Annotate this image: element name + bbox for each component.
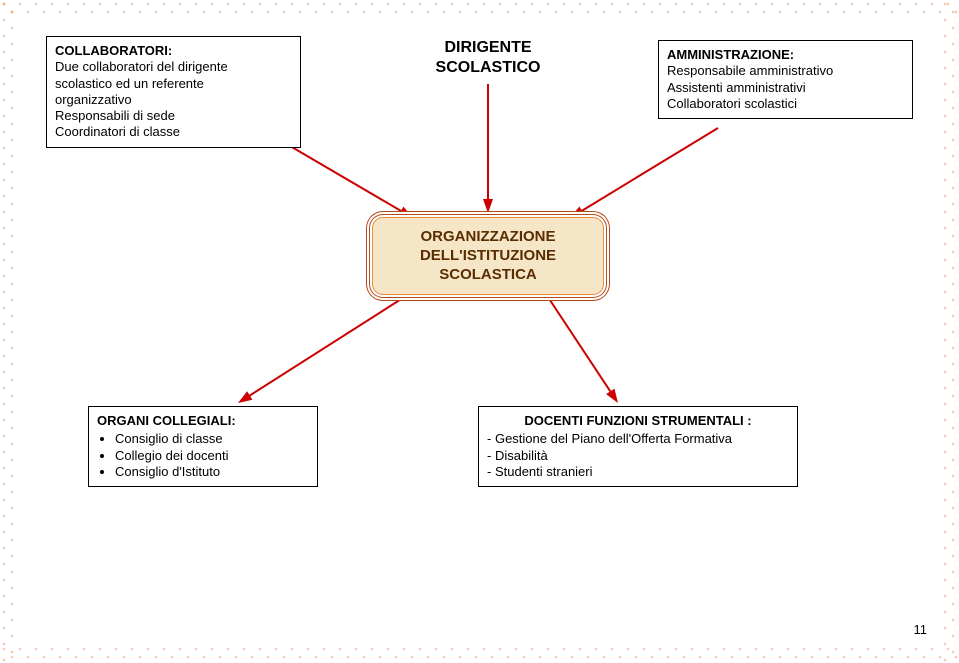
box-dirigente: DIRIGENTE SCOLASTICO <box>408 32 568 84</box>
diagram-stage: DIRIGENTE SCOLASTICO COLLABORATORI: Due … <box>18 18 941 645</box>
page-number: 11 <box>914 622 928 637</box>
page-border-left <box>0 0 18 663</box>
dirigente-line2: SCOLASTICO <box>416 58 560 78</box>
organi-item: Consiglio di classe <box>115 431 309 447</box>
box-collaboratori: COLLABORATORI: Due collaboratori del dir… <box>46 36 301 148</box>
amministrazione-line: Assistenti amministrativi <box>667 80 904 96</box>
organi-item: Consiglio d'Istituto <box>115 464 309 480</box>
organi-title: ORGANI COLLEGIALI: <box>97 413 309 429</box>
page-border-right <box>941 0 959 663</box>
organi-item: Collegio dei docenti <box>115 448 309 464</box>
page-border-bottom <box>0 645 959 663</box>
collaboratori-line: organizzativo <box>55 92 292 108</box>
collaboratori-line: Coordinatori di classe <box>55 124 292 140</box>
amministrazione-line: Collaboratori scolastici <box>667 96 904 112</box>
amministrazione-line: Responsabile amministrativo <box>667 63 904 79</box>
center-line3: SCOLASTICA <box>387 266 589 285</box>
docenti-item: Gestione del Piano dell'Offerta Formativ… <box>487 431 789 447</box>
page-border-top <box>0 0 959 18</box>
box-center-organizzazione: ORGANIZZAZIONE DELL'ISTITUZIONE SCOLASTI… <box>373 218 603 294</box>
collaboratori-line: Due collaboratori del dirigente <box>55 59 292 75</box>
center-line1: ORGANIZZAZIONE <box>387 228 589 247</box>
amministrazione-title: AMMINISTRAZIONE: <box>667 47 904 63</box>
docenti-list: Gestione del Piano dell'Offerta Formativ… <box>487 431 789 480</box>
docenti-item: Disabilità <box>487 448 789 464</box>
collaboratori-line: scolastico ed un referente <box>55 76 292 92</box>
docenti-item: Studenti stranieri <box>487 464 789 480</box>
collaboratori-title: COLLABORATORI: <box>55 43 292 59</box>
box-amministrazione: AMMINISTRAZIONE: Responsabile amministra… <box>658 40 913 119</box>
collaboratori-line: Responsabili di sede <box>55 108 292 124</box>
docenti-title: DOCENTI FUNZIONI STRUMENTALI : <box>487 413 789 429</box>
center-line2: DELL'ISTITUZIONE <box>387 247 589 266</box>
box-docenti-funzioni: DOCENTI FUNZIONI STRUMENTALI : Gestione … <box>478 406 798 487</box>
box-organi-collegiali: ORGANI COLLEGIALI: Consiglio di classe C… <box>88 406 318 487</box>
dirigente-line1: DIRIGENTE <box>416 38 560 58</box>
organi-list: Consiglio di classe Collegio dei docenti… <box>97 431 309 480</box>
